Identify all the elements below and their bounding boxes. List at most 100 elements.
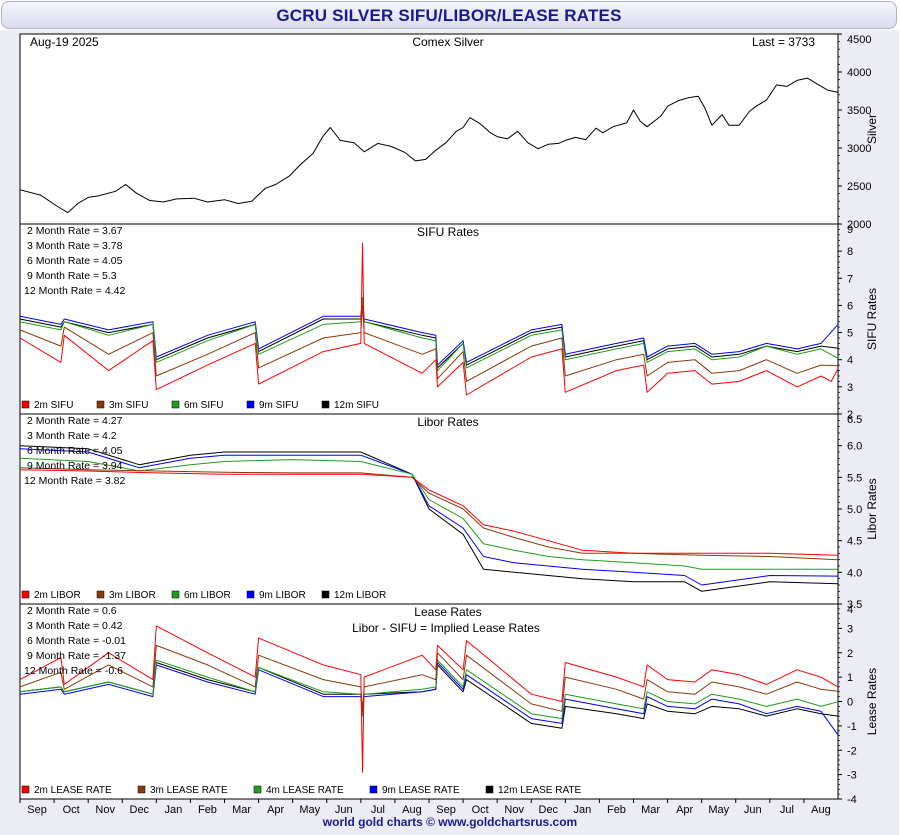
legend-label: 6m SIFU <box>184 400 223 411</box>
legend-swatch <box>96 400 105 409</box>
x-month-label: Nov <box>95 804 115 816</box>
y-tick-label: -2 <box>847 745 857 757</box>
y-tick-label: 4 <box>847 355 853 367</box>
legend-label: 6m LIBOR <box>184 590 231 601</box>
legend-swatch <box>137 785 146 794</box>
y-tick-label: 4.5 <box>847 536 862 548</box>
y-tick-label: 1 <box>847 672 853 684</box>
legend-swatch <box>321 590 330 599</box>
rate-label: 12 Month Rate = -0.6 <box>24 665 123 677</box>
legend-swatch <box>21 590 30 599</box>
series-line <box>19 662 839 729</box>
x-month-label: Apr <box>267 804 284 816</box>
rate-label: 6 Month Rate = 4.05 <box>27 255 123 267</box>
x-month-label: Oct <box>472 804 489 816</box>
series-line <box>19 304 839 382</box>
legend-label: 2m LIBOR <box>34 590 81 601</box>
x-month-label: Jul <box>371 804 385 816</box>
legend-swatch <box>21 400 30 409</box>
legend-label: 9m SIFU <box>259 400 298 411</box>
panel-title: SIFU Rates <box>417 225 479 239</box>
y-tick-label: 2000 <box>847 219 871 231</box>
series-line <box>19 445 839 592</box>
y-tick-label: 0 <box>847 697 853 709</box>
legend-swatch <box>485 785 494 794</box>
y-tick-label: 4500 <box>847 34 871 46</box>
x-month-label: Jan <box>165 804 183 816</box>
y-tick-label: 3000 <box>847 143 871 155</box>
panel-title: Comex Silver <box>412 35 483 49</box>
y-tick-label: 5.0 <box>847 504 862 516</box>
legend-swatch <box>96 590 105 599</box>
series-line <box>19 467 839 561</box>
legend-swatch <box>253 785 262 794</box>
legend-swatch <box>246 400 255 409</box>
y-tick-label: 8 <box>847 246 853 258</box>
legend-label: 9m LEASE RATE <box>382 785 460 796</box>
series-line <box>19 644 839 712</box>
x-month-label: Feb <box>198 804 217 816</box>
y-tick-label: 5.5 <box>847 472 862 484</box>
rate-label: 9 Month Rate = 5.3 <box>27 270 117 282</box>
x-month-label: Mar <box>232 804 251 816</box>
y-tick-label: 4.0 <box>847 567 862 579</box>
rate-label: 3 Month Rate = 3.78 <box>27 240 123 252</box>
x-month-label: Oct <box>63 804 80 816</box>
x-month-label: Apr <box>676 804 693 816</box>
y-axis-label: SIFU Rates <box>865 288 879 350</box>
x-month-label: May <box>708 804 729 816</box>
series-line <box>19 299 839 366</box>
x-month-label: Feb <box>607 804 626 816</box>
panel-subtitle: Libor - SIFU = Implied Lease Rates <box>352 621 540 635</box>
panel-title: Libor Rates <box>417 415 478 429</box>
y-tick-label: 2 <box>847 409 853 421</box>
y-axis-label: Silver <box>865 114 879 144</box>
rate-label: 9 Month Rate = 3.94 <box>27 460 123 472</box>
y-tick-label: 7 <box>847 273 853 285</box>
x-month-label: Aug <box>811 804 831 816</box>
last-price: Last = 3733 <box>752 35 815 49</box>
legend-label: 9m LIBOR <box>259 590 306 601</box>
series-line <box>19 625 839 773</box>
y-tick-label: 2500 <box>847 181 871 193</box>
x-month-label: May <box>299 804 320 816</box>
y-tick-label: 3 <box>847 623 853 635</box>
series-line <box>19 77 839 214</box>
legend-label: 3m LEASE RATE <box>150 785 228 796</box>
x-month-label: Sep <box>27 804 47 816</box>
legend-swatch <box>369 785 378 794</box>
y-axis-label: Libor Rates <box>865 478 879 539</box>
y-tick-label: 9 <box>847 224 853 236</box>
y-tick-label: 4 <box>847 604 853 616</box>
chart-date: Aug-19 2025 <box>30 35 99 49</box>
rate-label: 12 Month Rate = 4.42 <box>24 285 125 297</box>
x-month-label: Jul <box>780 804 794 816</box>
series-line <box>19 457 838 570</box>
x-month-label: Mar <box>641 804 660 816</box>
x-month-label: Jun <box>335 804 353 816</box>
x-month-label: Dec <box>130 804 150 816</box>
series-line <box>19 448 839 586</box>
y-tick-label: -4 <box>847 794 857 806</box>
series-line <box>19 302 839 369</box>
y-tick-label: 6.0 <box>847 441 862 453</box>
legend-label: 4m LEASE RATE <box>266 785 344 796</box>
x-month-label: Jun <box>744 804 762 816</box>
rate-label: 6 Month Rate = 4.05 <box>27 445 123 457</box>
y-tick-label: 3.5 <box>847 599 862 611</box>
y-tick-label: 3500 <box>847 105 871 117</box>
legend-swatch <box>321 400 330 409</box>
x-month-label: Jan <box>574 804 592 816</box>
x-month-label: Nov <box>504 804 524 816</box>
legend-label: 3m SIFU <box>109 400 148 411</box>
legend-swatch <box>171 400 180 409</box>
panel-title: Lease Rates <box>414 605 481 619</box>
y-tick-label: 4000 <box>847 67 871 79</box>
y-tick-label: 2 <box>847 648 853 660</box>
series-line <box>19 242 839 396</box>
x-month-label: Dec <box>539 804 559 816</box>
y-tick-label: -3 <box>847 770 857 782</box>
x-month-label: Sep <box>436 804 456 816</box>
rate-label: 2 Month Rate = 4.27 <box>27 415 123 427</box>
